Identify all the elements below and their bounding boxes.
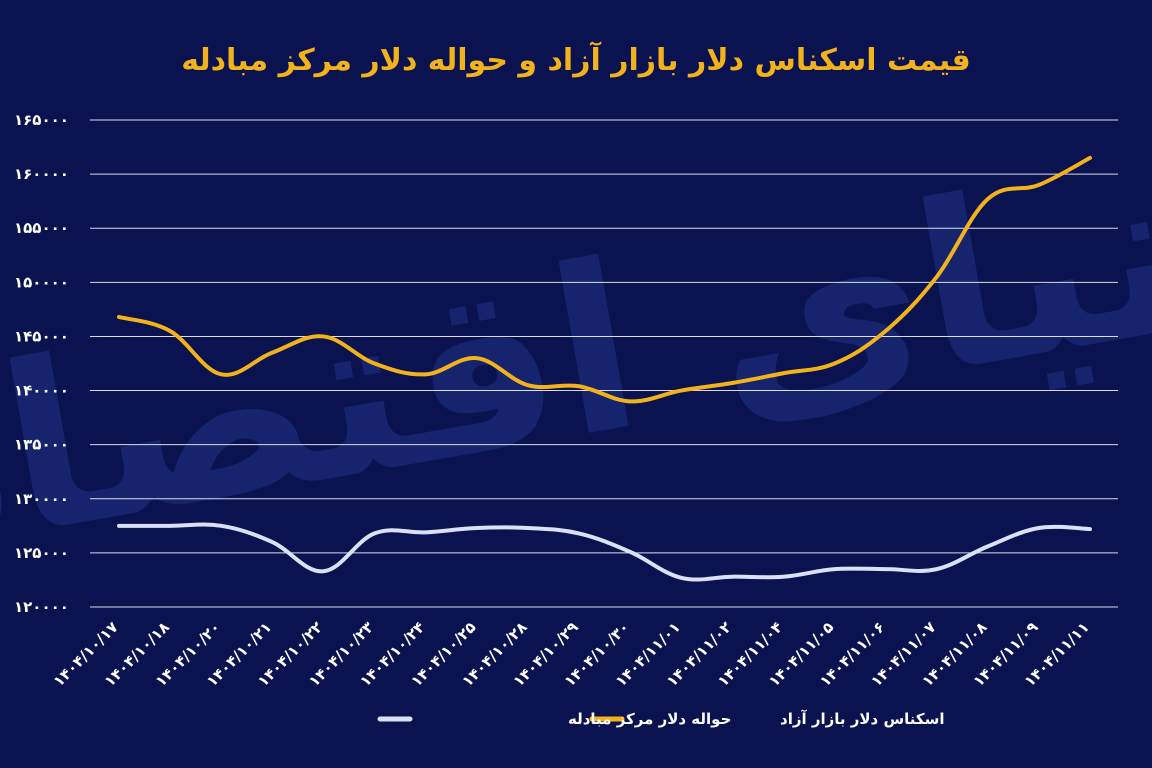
series-lines — [117, 155, 1092, 582]
legend-label-free-market: اسکناس دلار بازار آزاد — [780, 710, 945, 728]
y-tick-label: ۱۶۵۰۰۰ — [14, 111, 69, 129]
y-tick-label: ۱۴۵۰۰۰ — [14, 327, 69, 345]
grid-lines — [90, 119, 1118, 608]
legend-label-exchange-center: حواله دلار مرکز مبادله — [568, 710, 731, 728]
y-axis-ticks: ۱۲۰۰۰۰ ۱۲۵۰۰۰ ۱۳۰۰۰۰ ۱۳۵۰۰۰ ۱۴۰۰۰۰ ۱۴۵۰۰۰ ۱۵۰۰… — [14, 111, 69, 616]
series-line-exchange-center — [117, 522, 1092, 582]
y-tick-label: ۱۵۰۰۰۰ — [14, 273, 69, 291]
chart-title: قیمت اسکناس دلار بازار آزاد و حواله دلار… — [181, 41, 971, 78]
legend: اسکناس دلار بازار آزاد حواله دلار مرکز م… — [377, 710, 945, 728]
y-tick-label: ۱۶۰۰۰۰ — [14, 165, 69, 183]
y-tick-label: ۱۵۵۰۰۰ — [14, 219, 69, 237]
y-tick-label: ۱۴۰۰۰۰ — [14, 382, 69, 400]
y-tick-label: ۱۳۰۰۰۰ — [14, 490, 69, 508]
y-tick-label: ۱۲۰۰۰۰ — [14, 598, 69, 616]
y-tick-label: ۱۲۵۰۰۰ — [14, 544, 69, 562]
series-line-free-market — [117, 155, 1092, 404]
y-tick-label: ۱۳۵۰۰۰ — [14, 436, 69, 454]
